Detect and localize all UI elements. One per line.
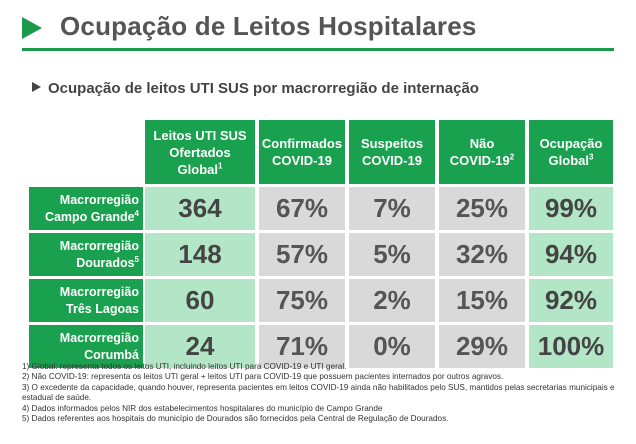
table-cell-value: 57%	[259, 233, 345, 276]
column-header: Suspeitos COVID-19	[349, 120, 435, 184]
column-header: Leitos UTI SUS Ofertados Global1	[145, 120, 255, 184]
page-title: Ocupação de Leitos Hospitalares	[60, 11, 477, 41]
column-header-label: Leitos UTI SUS Ofertados Global1	[153, 127, 246, 178]
row-header-line-text: Três Lagoas	[66, 301, 139, 316]
footnote-marker: 2	[509, 152, 515, 162]
section-subtitle: Ocupação de leitos UTI SUS por macrorreg…	[32, 80, 479, 97]
table-cell-value: 25%	[439, 187, 525, 230]
column-header-label: Ocupação Global3	[540, 135, 603, 169]
table-cell-value: 100%	[529, 325, 613, 368]
footnote-marker: 4	[134, 208, 139, 218]
footnote-line: 2) Não COVID-19: representa os leitos UT…	[22, 372, 504, 382]
table-cell-value: 60	[145, 279, 255, 322]
row-header-label: Macrorregião Dourados5	[60, 238, 139, 272]
header-line: Não	[469, 136, 495, 151]
footnote-line: 1) Global: representa todos os leitos UT…	[22, 362, 347, 371]
column-header: Não COVID-192	[439, 120, 525, 184]
column-header: Ocupação Global3	[529, 120, 613, 184]
header-line-text: Global	[548, 153, 589, 168]
row-header-line: Campo Grande4	[45, 209, 139, 226]
header-line: Global3	[540, 152, 603, 169]
header-line: Leitos UTI SUS	[153, 127, 247, 143]
table-cell-value: 0%	[349, 325, 435, 368]
column-header-label: Confirmados COVID-19	[262, 135, 342, 169]
header-line: Suspeitos	[360, 136, 424, 151]
table-cell-value: 71%	[259, 325, 345, 368]
table-cell-value: 7%	[349, 187, 435, 230]
column-header-label: Não COVID-192	[450, 135, 514, 169]
table-cell-value: 75%	[259, 279, 345, 322]
header-line: COVID-19	[262, 152, 342, 169]
header-line-text: COVID-19	[362, 153, 422, 168]
row-header-line: Macrorregião	[59, 192, 139, 207]
table-cell-value: 67%	[259, 187, 345, 230]
subtitle-text: Ocupação de leitos UTI SUS por macrorreg…	[48, 80, 479, 97]
row-header-line: Dourados5	[60, 255, 139, 272]
header-line-text: COVID-19	[272, 153, 332, 168]
header-line: COVID-192	[450, 152, 514, 169]
table-cell-value: 24	[145, 325, 255, 368]
header-arrow-icon	[22, 17, 42, 39]
footnote-line: 4) Dados informados pelos NIR dos estabe…	[22, 403, 383, 413]
header-line: Ofertados	[169, 144, 231, 160]
footnotes: 1) Global: representa todos os leitos UT…	[22, 362, 622, 424]
header-line: Confirmados	[261, 136, 343, 151]
header-line: Global1	[153, 161, 246, 178]
header-line: Ocupação	[539, 136, 603, 151]
table-cell-value: 2%	[349, 279, 435, 322]
page-header: Ocupação de Leitos Hospitalares	[22, 8, 614, 51]
table-cell-value: 148	[145, 233, 255, 276]
row-header: Macrorregião Campo Grande4	[29, 187, 143, 230]
column-header-label: Suspeitos COVID-19	[361, 135, 423, 169]
column-header: Confirmados COVID-19	[259, 120, 345, 184]
footnote-marker: 3	[588, 152, 594, 162]
header-line: COVID-19	[361, 152, 423, 169]
row-header-line: Corumbá	[60, 347, 139, 364]
row-header-line-text: Campo Grande	[44, 209, 135, 224]
footnote-line: 3) O excedente da capacidade, quando hou…	[22, 382, 615, 403]
row-header-label: Macrorregião Três Lagoas	[60, 284, 139, 318]
bullet-arrow-icon	[32, 82, 41, 92]
footnote-marker: 1	[218, 161, 223, 171]
header-line-text: COVID-19	[449, 153, 510, 168]
table-cell-value: 364	[145, 187, 255, 230]
table-cell-value: 92%	[529, 279, 613, 322]
row-header-line: Macrorregião	[59, 238, 139, 253]
footnote-marker: 5	[134, 254, 139, 264]
row-header-label: Macrorregião Campo Grande4	[45, 192, 139, 226]
table-cell-value: 29%	[439, 325, 525, 368]
row-header: Macrorregião Três Lagoas	[29, 279, 143, 322]
row-header-line: Macrorregião	[59, 330, 139, 345]
row-header-line: Macrorregião	[59, 284, 139, 299]
row-header-line-text: Dourados	[76, 255, 135, 270]
table-cell-value: 15%	[439, 279, 525, 322]
table-cell-value: 32%	[439, 233, 525, 276]
row-header-line: Três Lagoas	[60, 301, 139, 318]
table-cell-value: 99%	[529, 187, 613, 230]
footnote-line: 5) Dados referentes aos hospitais do mun…	[22, 414, 449, 424]
row-header-label: Macrorregião Corumbá	[60, 330, 139, 364]
table-cell-value: 5%	[349, 233, 435, 276]
row-header: Macrorregião Corumbá	[29, 325, 143, 368]
row-header-line-text: Corumbá	[84, 347, 139, 362]
row-header: Macrorregião Dourados5	[29, 233, 143, 276]
occupancy-table: Leitos UTI SUS Ofertados Global1 Confirmado…	[29, 120, 613, 368]
table-cell-value: 94%	[529, 233, 613, 276]
header-line-text: Global	[177, 161, 218, 177]
